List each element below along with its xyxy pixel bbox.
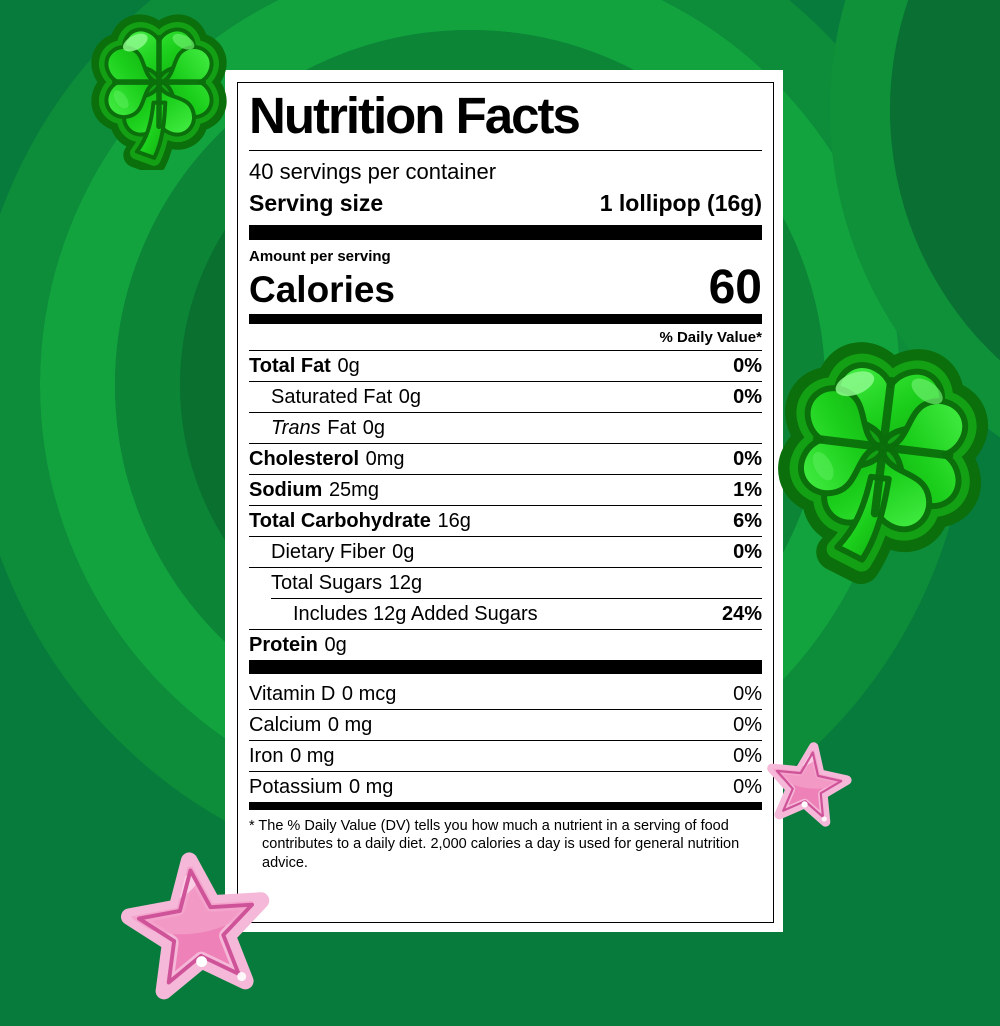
- nutrient-amount: 0g: [392, 541, 415, 564]
- nutrient-name-italic: Trans: [271, 417, 321, 440]
- star-icon-right: [749, 724, 868, 843]
- nutrient-row-added-sugars: Includes 12g Added Sugars 24%: [249, 599, 762, 631]
- nutrient-row-trans-fat: Trans Fat 0g: [249, 413, 762, 445]
- nutrient-name: Total Carbohydrate: [249, 510, 431, 533]
- vitamin-name: Iron: [249, 745, 284, 768]
- nutrient-dv: 6%: [733, 510, 762, 533]
- vitamin-name: Potassium: [249, 776, 343, 799]
- vitamin-name: Vitamin D: [249, 683, 336, 706]
- vitamin-dv: 0%: [733, 776, 762, 799]
- vitamin-amount: 0 mg: [327, 714, 373, 737]
- clover-icon-top-left: [80, 2, 238, 170]
- vitamin-dv: 0%: [733, 745, 762, 768]
- nutrient-name: Cholesterol: [249, 448, 360, 471]
- serving-size-label: Serving size: [249, 189, 384, 216]
- vitamin-row-potassium: Potassium 0 mg 0%: [249, 772, 762, 802]
- calories-value: 60: [708, 260, 762, 314]
- product-image-canvas: { "colors": { "background": "#077b3c", "…: [0, 0, 1000, 1000]
- thick-divider-top: [249, 224, 762, 240]
- nutrient-name: Includes 12g Added Sugars: [293, 603, 538, 626]
- daily-value-footnote: * The % Daily Value (DV) tells you how m…: [249, 818, 740, 871]
- nutrient-amount: 0g: [324, 634, 347, 657]
- nutrient-row-total-fat: Total Fat 0g 0%: [249, 351, 762, 383]
- nutrient-dv: 0%: [733, 355, 762, 378]
- vitamin-row-calcium: Calcium 0 mg 0%: [249, 710, 762, 742]
- nutrient-row-dietary-fiber: Dietary Fiber 0g 0%: [249, 537, 762, 569]
- nutrient-name: Total Sugars: [271, 572, 383, 595]
- clover-icon-right: [748, 311, 1000, 600]
- calories-label: Calories: [249, 269, 396, 311]
- nutrient-dv: 0%: [733, 386, 762, 409]
- label-title: Nutrition Facts: [249, 87, 762, 152]
- nutrient-dv: 0%: [733, 448, 762, 471]
- nutrient-dv: 24%: [721, 603, 762, 626]
- nutrient-name: Fat: [327, 417, 357, 440]
- divider-under-calories: [249, 314, 762, 325]
- vitamin-amount: 0 mg: [348, 776, 394, 799]
- vitamin-dv: 0%: [733, 714, 762, 737]
- serving-size-row: Serving size 1 lollipop (16g): [249, 186, 762, 225]
- nutrient-row-sodium: Sodium 25mg 1%: [249, 475, 762, 507]
- nutrient-amount: 0g: [362, 417, 385, 440]
- vitamin-row-iron: Iron 0 mg 0%: [249, 741, 762, 773]
- nutrient-amount: 0mg: [365, 448, 405, 471]
- nutrient-row-saturated-fat: Saturated Fat 0g 0%: [249, 382, 762, 414]
- nutrient-row-protein: Protein 0g: [249, 630, 762, 660]
- nutrient-dv: 0%: [733, 541, 762, 564]
- amount-per-serving-label: Amount per serving: [249, 247, 391, 265]
- nutrition-facts-panel: Nutrition Facts 40 servings per containe…: [225, 70, 783, 932]
- servings-per-container: 40 servings per container: [249, 159, 497, 185]
- nutrient-name: Dietary Fiber: [271, 541, 386, 564]
- indented-rule: [271, 598, 762, 600]
- vitamin-dv: 0%: [733, 683, 762, 706]
- vitamin-amount: 0 mcg: [341, 683, 397, 706]
- nutrient-name: Sodium: [249, 479, 323, 502]
- vitamin-amount: 0 mg: [290, 745, 335, 768]
- calories-row: Calories 60: [249, 260, 762, 315]
- nutrient-row-cholesterol: Cholesterol 0mg 0%: [249, 444, 762, 476]
- star-icon-bottom-left: [93, 822, 302, 1026]
- nutrition-facts-label: Nutrition Facts 40 servings per containe…: [237, 82, 774, 923]
- nutrient-row-total-carbohydrate: Total Carbohydrate 16g 6%: [249, 506, 762, 538]
- nutrient-amount: 0g: [398, 386, 422, 409]
- nutrient-amount: 16g: [437, 510, 471, 533]
- nutrient-name: Total Fat: [249, 355, 331, 378]
- nutrient-amount: 12g: [388, 572, 423, 595]
- divider-above-footnote: [249, 802, 762, 811]
- vitamin-name: Calcium: [249, 714, 322, 737]
- nutrient-row-total-sugars: Total Sugars 12g: [249, 568, 762, 598]
- thick-divider-vitamins: [249, 660, 762, 675]
- nutrient-dv: 1%: [733, 479, 762, 502]
- nutrient-amount: 25mg: [328, 479, 379, 502]
- nutrient-amount: 0g: [337, 355, 360, 378]
- nutrient-name: Protein: [249, 634, 318, 657]
- daily-value-header: % Daily Value*: [249, 324, 762, 352]
- nutrient-name: Saturated Fat: [271, 386, 393, 409]
- serving-size-value: 1 lollipop (16g): [599, 189, 762, 216]
